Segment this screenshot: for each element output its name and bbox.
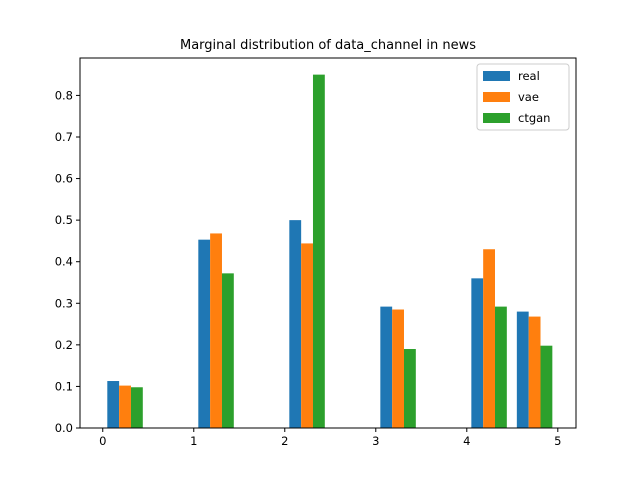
y-tick-label-0.3: 0.3 — [55, 296, 73, 310]
y-axis: 0.0 0.1 0.2 0.3 0.4 0.5 0.6 0.7 0.8 — [55, 88, 80, 435]
x-tick-label-5: 5 — [554, 434, 561, 448]
y-tick-label-0.5: 0.5 — [55, 213, 73, 227]
legend-swatch-ctgan — [483, 113, 510, 123]
bar-vae-3 — [392, 309, 404, 428]
x-axis: 0 1 2 3 4 5 — [99, 428, 561, 448]
x-tick-label-0: 0 — [99, 434, 106, 448]
x-tick-label-4: 4 — [463, 434, 470, 448]
y-tick-label-0.8: 0.8 — [55, 88, 73, 102]
bar-vae-4 — [483, 249, 495, 428]
bar-ctgan-3 — [403, 349, 416, 428]
bar-real-2 — [289, 220, 302, 428]
bar-real-5 — [516, 311, 529, 428]
bar-ctgan-1 — [221, 273, 234, 428]
bar-ctgan-0 — [130, 387, 143, 428]
plot-frame — [79, 57, 577, 429]
chart-title: Marginal distribution of data_channel in… — [180, 38, 476, 53]
y-tick-label-0.1: 0.1 — [55, 379, 73, 393]
y-tick-label-0.4: 0.4 — [55, 255, 73, 269]
bar-vae-1 — [210, 233, 222, 428]
bar-ctgan-4 — [495, 306, 507, 428]
bar-vae-2 — [301, 243, 313, 428]
bar-vae-5 — [528, 316, 541, 428]
y-tick-label-0.0: 0.0 — [55, 421, 73, 435]
bars-group — [107, 74, 553, 428]
x-tick-label-3: 3 — [372, 434, 379, 448]
x-tick-label-1: 1 — [190, 434, 197, 448]
bar-ctgan-5 — [540, 345, 553, 428]
bar-vae-0 — [119, 385, 131, 428]
x-tick-label-2: 2 — [281, 434, 288, 448]
y-tick-label-0.2: 0.2 — [55, 338, 73, 352]
bar-real-0 — [107, 381, 120, 428]
legend-swatch-vae — [483, 92, 510, 102]
legend-label-vae: vae — [518, 90, 539, 104]
legend-label-real: real — [518, 69, 540, 83]
legend-label-ctgan: ctgan — [518, 111, 550, 125]
bar-real-4 — [471, 278, 484, 428]
legend: real vae ctgan — [476, 63, 570, 131]
y-tick-label-0.6: 0.6 — [55, 172, 73, 186]
bar-ctgan-2 — [312, 74, 325, 428]
legend-swatch-real — [483, 71, 510, 81]
bar-real-3 — [380, 306, 393, 428]
y-tick-label-0.7: 0.7 — [55, 130, 73, 144]
bar-real-1 — [198, 239, 211, 428]
